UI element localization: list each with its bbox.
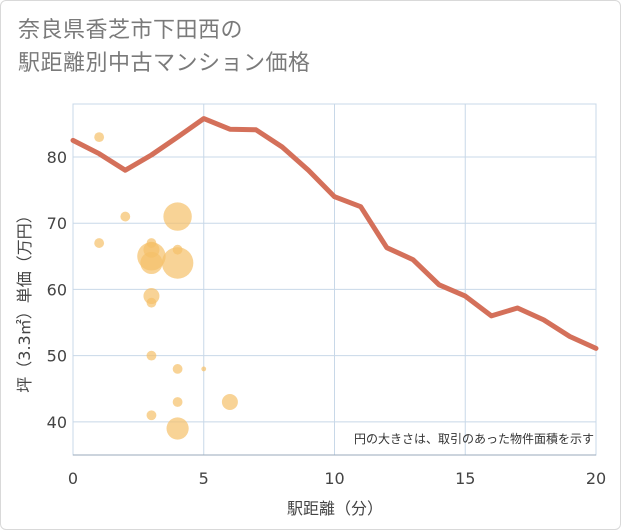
size-annotation: 円の大きさは、取引のあった物件面積を示す bbox=[354, 431, 594, 446]
average-line-series bbox=[70, 116, 599, 351]
average-price-line bbox=[70, 116, 599, 351]
tick-labels: 0 5 10 15 20 40 50 60 70 80 bbox=[47, 148, 607, 488]
x-tick-label: 5 bbox=[199, 469, 209, 488]
bubble-point bbox=[221, 394, 238, 411]
x-axis-label: 駅距離（分） bbox=[287, 499, 383, 518]
y-tick-label: 60 bbox=[47, 280, 67, 299]
bubble-point bbox=[166, 417, 189, 440]
bubble-point bbox=[146, 297, 157, 308]
y-axis-label: 坪（3.3㎡）単価（万円） bbox=[15, 207, 34, 392]
bubble-point bbox=[172, 397, 183, 407]
x-tick-label: 0 bbox=[68, 469, 78, 488]
y-tick-label: 40 bbox=[47, 413, 67, 432]
bubble-point bbox=[163, 202, 192, 231]
bubble-series bbox=[94, 132, 238, 440]
y-tick-label: 70 bbox=[47, 214, 67, 233]
y-tick-label: 80 bbox=[47, 148, 67, 167]
y-tick-label: 50 bbox=[47, 347, 67, 366]
grid-lines bbox=[72, 103, 597, 456]
bubble-point bbox=[201, 366, 207, 372]
bubble-point bbox=[172, 364, 183, 374]
bubble-point bbox=[161, 247, 194, 279]
x-tick-label: 15 bbox=[455, 469, 475, 488]
x-tick-label: 10 bbox=[324, 469, 344, 488]
chart-title: 奈良県香芝市下田西の 駅距離別中古マンション価格 bbox=[18, 18, 311, 76]
bubble-point bbox=[94, 238, 105, 248]
bubble-point bbox=[146, 350, 157, 361]
bubble-point bbox=[120, 211, 131, 222]
bubble-point bbox=[140, 251, 163, 275]
x-tick-label: 20 bbox=[586, 469, 606, 488]
bubble-point bbox=[146, 410, 157, 421]
bubble-point bbox=[94, 132, 105, 143]
